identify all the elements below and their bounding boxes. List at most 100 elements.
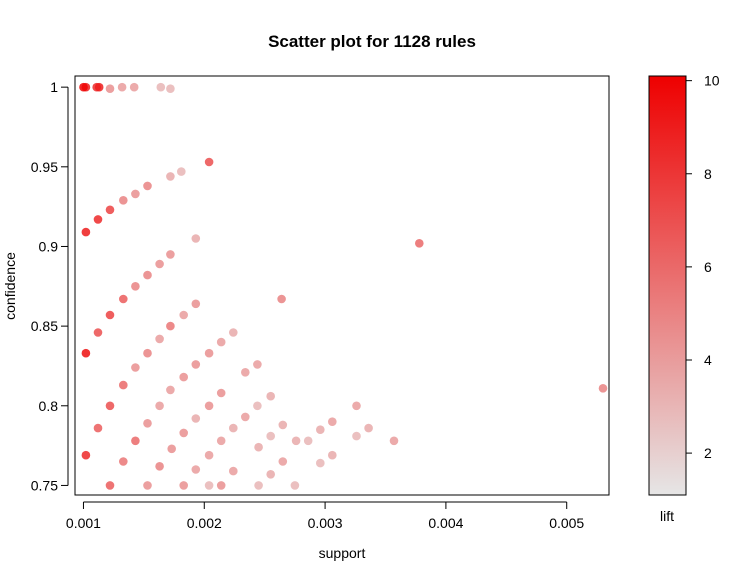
data-point xyxy=(204,450,214,460)
data-point xyxy=(204,157,214,167)
data-point xyxy=(131,436,140,446)
colorbar-tick-label: 10 xyxy=(704,73,720,89)
data-point xyxy=(179,428,188,438)
data-point xyxy=(229,423,238,433)
data-point xyxy=(119,294,128,304)
data-point xyxy=(191,465,201,474)
x-tick-label: 0.001 xyxy=(66,515,101,531)
colorbar-tick-label: 4 xyxy=(704,352,712,368)
data-point xyxy=(155,334,164,344)
data-point xyxy=(155,259,164,269)
data-point xyxy=(328,417,337,427)
data-point xyxy=(204,481,214,490)
y-tick-label: 0.95 xyxy=(31,159,58,175)
data-point xyxy=(119,380,128,390)
y-tick-label: 0.85 xyxy=(31,318,58,334)
data-point xyxy=(415,239,424,248)
data-point xyxy=(105,84,115,93)
y-axis: 0.75 0.8 0.85 0.9 0.95 1 xyxy=(31,79,69,493)
data-point xyxy=(143,481,152,490)
data-point xyxy=(105,310,115,320)
data-point xyxy=(598,384,608,393)
data-point xyxy=(117,82,127,92)
colorbar-tick-label: 6 xyxy=(704,259,712,275)
data-point xyxy=(266,431,276,441)
data-point xyxy=(290,481,300,490)
data-point xyxy=(352,401,361,411)
data-point xyxy=(253,401,262,411)
data-point xyxy=(79,82,88,92)
x-axis: 0.001 0.002 0.003 0.004 0.005 xyxy=(66,501,584,531)
data-point xyxy=(166,321,175,331)
colorbar-ticks: 2 4 6 8 10 xyxy=(686,73,720,461)
data-point xyxy=(204,401,214,411)
data-point xyxy=(131,282,140,291)
data-point xyxy=(191,360,201,369)
data-point xyxy=(93,328,103,337)
data-point xyxy=(254,442,263,452)
colorbar-tick-label: 2 xyxy=(704,445,712,461)
y-tick-label: 0.9 xyxy=(39,238,59,254)
data-point xyxy=(143,181,152,191)
chart-title: Scatter plot for 1128 rules xyxy=(268,32,476,51)
data-point xyxy=(191,299,201,309)
x-tick-label: 0.005 xyxy=(549,515,584,531)
data-point xyxy=(155,401,164,411)
data-point xyxy=(204,348,214,358)
data-point xyxy=(166,172,175,181)
data-point xyxy=(155,462,164,471)
data-point xyxy=(229,466,238,476)
data-point xyxy=(81,450,91,460)
colorbar xyxy=(648,75,687,496)
data-point xyxy=(143,270,152,280)
data-point xyxy=(177,167,186,176)
data-point xyxy=(253,360,262,369)
data-point xyxy=(131,363,140,372)
y-tick-label: 0.8 xyxy=(39,398,59,414)
data-point xyxy=(179,372,188,382)
data-point xyxy=(105,481,115,490)
data-point xyxy=(156,82,166,92)
data-point xyxy=(216,436,226,446)
plot-frame xyxy=(74,75,610,496)
data-point xyxy=(131,189,140,199)
data-point xyxy=(254,481,263,490)
data-point xyxy=(94,82,104,92)
y-axis-label: confidence xyxy=(2,252,18,320)
data-point xyxy=(119,457,128,466)
data-point xyxy=(166,385,175,395)
data-point xyxy=(93,423,103,433)
data-point xyxy=(229,328,238,337)
data-point xyxy=(179,481,188,490)
data-point xyxy=(352,431,361,441)
data-point xyxy=(216,337,226,347)
colorbar-tick-label: 8 xyxy=(704,166,712,182)
data-point xyxy=(81,348,91,358)
y-tick-label: 1 xyxy=(50,79,58,95)
data-point xyxy=(328,450,337,460)
data-point xyxy=(179,310,188,320)
data-point xyxy=(266,470,276,479)
data-point xyxy=(143,419,152,428)
data-point xyxy=(129,82,139,92)
data-point xyxy=(278,457,288,466)
data-point xyxy=(364,423,373,433)
data-point xyxy=(191,414,201,423)
x-axis-label: support xyxy=(319,545,366,561)
data-point xyxy=(93,215,103,224)
y-tick-label: 0.75 xyxy=(31,477,58,493)
data-point xyxy=(241,368,250,377)
data-point xyxy=(167,444,176,454)
data-point xyxy=(266,391,276,401)
data-point xyxy=(191,234,201,243)
data-point xyxy=(241,412,250,422)
data-point xyxy=(277,294,286,304)
data-points xyxy=(79,82,608,490)
colorbar-label: lift xyxy=(660,508,674,524)
x-tick-label: 0.004 xyxy=(428,515,463,531)
data-point xyxy=(105,205,115,215)
data-point xyxy=(303,436,313,446)
data-point xyxy=(216,481,226,490)
x-tick-label: 0.003 xyxy=(308,515,343,531)
